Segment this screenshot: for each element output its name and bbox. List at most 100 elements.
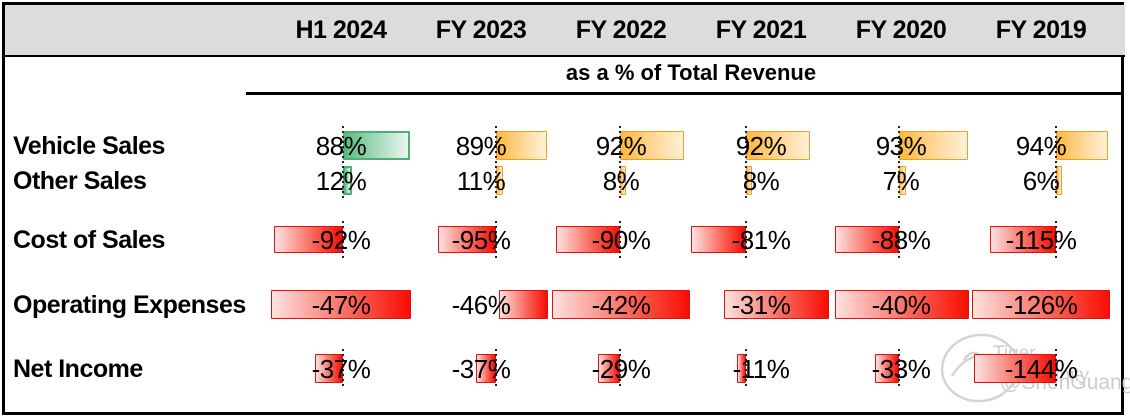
zero-axis-dash-line	[494, 221, 497, 259]
cell-value: -11%	[732, 353, 790, 384]
data-bar	[834, 226, 900, 253]
zero-axis-dash-line	[342, 221, 345, 259]
data-bar	[973, 354, 1056, 383]
cell-value: 12%	[315, 165, 367, 196]
table-row-other-sales: Other Sales 12% 11% 8% 8% 7% 6%	[0, 164, 1130, 198]
cell-value: -88%	[871, 224, 931, 255]
data-cell: -29%	[551, 349, 691, 389]
data-cell: 88%	[271, 126, 411, 198]
table-row-operating-expenses: Operating Expenses -47% -46% -42% -31% -40% -1…	[0, 288, 1130, 322]
data-bar	[691, 226, 747, 253]
cell-value: -29%	[591, 353, 651, 384]
zero-axis-dash-line	[619, 126, 622, 198]
data-bar	[746, 131, 810, 160]
column-header-fy-2023: FY 2023	[435, 16, 527, 44]
cell-value: -37%	[451, 353, 511, 384]
zero-axis-dash-line	[898, 126, 901, 198]
zero-axis-dash-line	[898, 349, 901, 389]
subtitle-underline	[246, 92, 1124, 95]
cell-value: 88%	[315, 130, 367, 161]
data-cell: -92%	[271, 221, 411, 259]
data-bar	[835, 290, 970, 319]
data-cell: 89%	[411, 126, 551, 198]
data-cell: 92%	[691, 126, 831, 198]
data-bar	[724, 290, 830, 319]
data-cell: -95%	[411, 221, 551, 259]
zero-axis-dash-line	[745, 221, 748, 259]
data-cell: -88%	[831, 221, 971, 259]
zero-axis-dash-line	[494, 126, 497, 198]
table-header	[5, 5, 1125, 57]
table-row-vehicle-sales: Vehicle Sales 88% 89% 92% 92% 93% 94%	[0, 126, 1130, 198]
row-label-operating-expenses: Operating Expenses	[13, 290, 246, 319]
data-cell: 93%	[831, 126, 971, 198]
data-bar	[271, 290, 411, 319]
data-bar	[551, 290, 690, 319]
cell-value: 94%	[1015, 130, 1067, 161]
cell-value: 8%	[602, 165, 640, 196]
data-bar	[274, 226, 344, 253]
data-bar	[315, 354, 344, 383]
row-label-vehicle-sales: Vehicle Sales	[13, 131, 165, 160]
data-cell: -37%	[411, 349, 551, 389]
data-cell: 8%	[691, 164, 831, 198]
zero-axis-dash-line	[619, 349, 622, 389]
data-cell: -37%	[271, 349, 411, 389]
cell-value: 89%	[455, 130, 507, 161]
data-cell: -33%	[831, 349, 971, 389]
data-bar	[343, 131, 411, 160]
data-bar	[438, 226, 496, 253]
cell-value: 7%	[882, 165, 920, 196]
data-bar	[499, 290, 549, 319]
cell-value: 93%	[875, 130, 927, 161]
data-cell: -90%	[551, 221, 691, 259]
data-cell: -115%	[971, 221, 1111, 259]
zero-axis-dash-line	[745, 349, 748, 389]
cell-value: -92%	[311, 224, 371, 255]
cell-value: -42%	[591, 289, 651, 320]
zero-axis-dash-line	[1054, 126, 1057, 198]
column-header-fy-2019: FY 2019	[995, 16, 1087, 44]
data-cell: -47%	[271, 288, 411, 322]
cell-value: -33%	[871, 353, 931, 384]
column-header-fy-2020: FY 2020	[855, 16, 947, 44]
data-cell: -42%	[551, 288, 691, 322]
data-cell: 12%	[271, 164, 411, 198]
cell-value: 11%	[456, 165, 506, 196]
table-row-net-income: Net Income -37% -37% -29% -11% -33% -144%	[0, 349, 1130, 389]
column-header-fy-2022: FY 2022	[575, 16, 667, 44]
cell-value: 8%	[742, 165, 780, 196]
column-header-h1-2024: H1 2024	[295, 16, 387, 44]
data-cell: 7%	[831, 164, 971, 198]
data-cell: -46%	[411, 288, 551, 322]
column-header-fy-2021: FY 2021	[715, 16, 807, 44]
data-cell: 8%	[551, 164, 691, 198]
cell-value: -47%	[311, 289, 371, 320]
data-cell: -81%	[691, 221, 831, 259]
table-frame	[2, 2, 1124, 415]
zero-axis-dash-line	[619, 221, 622, 259]
cell-value: -126%	[1004, 289, 1078, 320]
zero-axis-dash-line	[342, 126, 345, 198]
cell-value: -115%	[1005, 224, 1077, 255]
cell-value: -144%	[1004, 353, 1078, 384]
data-bar	[555, 226, 620, 253]
zero-axis-dash-line	[494, 349, 497, 389]
zero-axis-dash-line	[1054, 221, 1057, 259]
data-cell: -40%	[831, 288, 971, 322]
cell-value: -90%	[591, 224, 651, 255]
data-cell: 11%	[411, 164, 551, 198]
table-subtitle: as a % of Total Revenue	[565, 60, 817, 85]
data-bar	[990, 226, 1056, 253]
cell-value: -37%	[311, 353, 371, 384]
data-bar	[1055, 131, 1108, 160]
cell-value: -81%	[731, 224, 791, 255]
row-label-cost-of-sales: Cost of Sales	[13, 225, 165, 254]
data-cell: -126%	[971, 288, 1111, 322]
zero-axis-dash-line	[1054, 349, 1057, 389]
data-cell: -144%	[971, 349, 1111, 389]
zero-axis-dash-line	[745, 126, 748, 198]
cell-value: 92%	[735, 130, 787, 161]
cell-value: -31%	[731, 289, 791, 320]
